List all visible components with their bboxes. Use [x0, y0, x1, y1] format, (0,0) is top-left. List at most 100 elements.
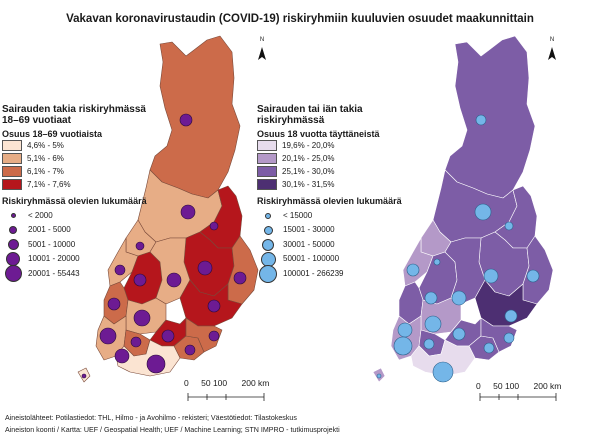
circle-keski-pohjanmaa-r — [433, 258, 441, 266]
circle-kanta-hame — [130, 336, 142, 348]
scale-tick-100-r: 100 — [504, 381, 520, 391]
region-etela-karjala-r — [480, 317, 518, 353]
legend-label: < 15000 — [283, 210, 313, 220]
legend-left-count-title: Riskiryhmässä olevien lukumäärä — [2, 196, 147, 207]
region-keski-suomi-r — [444, 237, 486, 305]
circle-ahvenanmaa-r — [376, 373, 382, 379]
legend-label: 30001 - 50000 — [283, 239, 335, 249]
circle-etela-pohjanmaa-r — [424, 291, 438, 305]
north-arrow-left — [258, 47, 266, 60]
legend-left-class-4: 7,1% - 7,6% — [2, 178, 162, 191]
count-circle — [262, 238, 274, 251]
circle-varsinais-suomi-r — [393, 336, 413, 356]
legend-right-class-2: 20,1% - 25,0% — [257, 152, 427, 165]
data-sources: Aineistolähteet: Potilastiedot: THL, Hil… — [5, 412, 340, 436]
scale-tick-100: 100 — [212, 378, 228, 388]
count-circle — [10, 213, 16, 219]
swatch — [2, 166, 22, 178]
swatch — [2, 179, 22, 191]
scale-tick-0-r: 0 — [476, 381, 481, 391]
region-pohjois-karjala — [227, 235, 259, 305]
legend-left: Sairauden takia riskiryhmässä 18–69 vuot… — [2, 104, 162, 283]
circle-pohjois-pohjanmaa-r — [474, 203, 492, 221]
region-uusimaa-r — [410, 339, 476, 377]
legend-label: 10001 - 20000 — [28, 254, 80, 264]
swatch — [257, 153, 277, 165]
legend-left-count-5: 20001 - 55443 — [2, 265, 162, 283]
count-circle — [265, 212, 271, 219]
circle-etela-pohjanmaa — [133, 273, 147, 287]
right-count-circles — [376, 114, 540, 383]
count-circle — [7, 239, 19, 251]
scale-labels-left: 0 50 100 200 km — [184, 378, 269, 388]
count-circle — [263, 225, 273, 235]
scale-tick-50-r: 50 — [493, 381, 503, 391]
legend-label: 6,1% - 7% — [27, 166, 64, 176]
circle-ahvenanmaa — [81, 373, 87, 379]
legend-label: 19,6% - 20,0% — [282, 140, 335, 150]
scale-tick-200-r: 200 km — [533, 381, 562, 391]
legend-label: 4,6% - 5% — [27, 140, 64, 150]
legend-left-class-1: 4,6% - 5% — [2, 139, 162, 152]
circle-pohjois-pohjanmaa — [180, 204, 196, 220]
circle-kymenlaakso-r — [483, 342, 495, 354]
legend-label: < 2000 — [28, 210, 53, 220]
legend-right-class-3: 25,1% - 30,0% — [257, 165, 427, 178]
scale-tick-50: 50 — [201, 378, 211, 388]
circle-pohjois-savo — [197, 260, 213, 276]
legend-left-heading: Sairauden takia riskiryhmässä 18–69 vuot… — [2, 104, 146, 127]
legend-right-count-5: 100001 - 266239 — [257, 264, 427, 283]
region-etela-karjala — [185, 317, 223, 353]
sources-line-2: Aineiston koonti / Kartta: UEF / Geospat… — [5, 426, 340, 434]
circle-pohjois-karjala-r — [526, 269, 540, 283]
circle-kainuu — [209, 221, 219, 231]
legend-label: 20001 - 55443 — [28, 268, 80, 278]
legend-right-count-2: 15001 - 30000 — [257, 223, 427, 238]
region-lapland — [149, 35, 241, 199]
legend-label: 7,1% - 7,6% — [27, 179, 71, 189]
legend-label: 20,1% - 25,0% — [282, 153, 335, 163]
legend-label: 50001 - 100000 — [283, 254, 340, 264]
region-pohjois-karjala-r — [522, 235, 554, 305]
left-count-circles — [81, 113, 247, 379]
scalebar-right — [479, 393, 557, 401]
legend-label: 30,1% - 31,5% — [282, 179, 335, 189]
circle-keski-suomi — [166, 272, 182, 288]
circle-varsinais-suomi — [99, 327, 117, 345]
circle-pirkanmaa — [133, 309, 151, 327]
legend-right-share-title: Osuus 18 vuotta täyttäneistä — [257, 129, 380, 140]
legend-right-count-title: Riskiryhmässä olevien lukumäärä — [257, 196, 402, 207]
legend-left-share-title: Osuus 18–69 vuotiaista — [2, 129, 103, 140]
circle-uusimaa — [146, 354, 166, 374]
legend-label: 5001 - 10000 — [28, 239, 76, 249]
legend-right-count-3: 30001 - 50000 — [257, 237, 427, 252]
sources-line-1: Aineistolähteet: Potilastiedot: THL, Hil… — [5, 414, 297, 422]
legend-label: 15001 - 30000 — [283, 225, 335, 235]
circle-lapland — [179, 113, 193, 127]
circle-pohjois-karjala — [233, 271, 247, 285]
legend-left-count-1: < 2000 — [2, 208, 162, 223]
count-circle — [4, 265, 22, 283]
circle-etela-savo — [207, 299, 221, 313]
legend-left-count-3: 5001 - 10000 — [2, 237, 162, 252]
left-choropleth-map — [77, 35, 259, 383]
swatch — [257, 166, 277, 178]
north-label-right: N — [549, 37, 555, 43]
swatch — [257, 179, 277, 191]
swatch — [257, 140, 277, 152]
north-label-left: N — [259, 37, 265, 43]
circle-paijat-hame — [161, 329, 175, 343]
circle-etela-karjala-r — [503, 332, 515, 344]
scale-labels-right: 0 50 100 200 km — [476, 381, 561, 391]
circle-satakunta-r — [397, 322, 413, 338]
circle-uusimaa-r — [432, 361, 454, 383]
scale-tick-200: 200 km — [241, 378, 270, 388]
legend-right-count-4: 50001 - 100000 — [257, 251, 427, 267]
circle-uusimaa-2 — [114, 348, 130, 364]
circle-lapland-r — [475, 114, 487, 126]
circle-kanta-hame-r — [423, 338, 435, 350]
legend-label: 100001 - 266239 — [283, 268, 344, 278]
count-circle — [259, 264, 277, 283]
circle-kainuu-r — [504, 221, 514, 231]
circle-satakunta — [107, 297, 121, 311]
